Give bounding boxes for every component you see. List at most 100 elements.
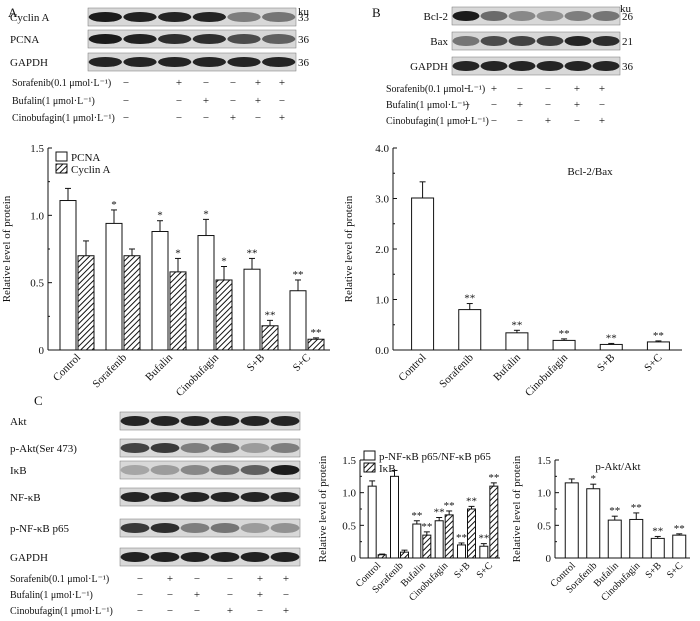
treatment-mark: − [194, 605, 200, 617]
bar [422, 534, 432, 559]
blot-band [210, 442, 240, 454]
treatment-mark: − [230, 77, 236, 89]
x-tick-label: Sorafenib [90, 351, 129, 390]
treatment-mark: − [279, 95, 285, 107]
western-blot-panel-c: Akt p-Akt(Ser 473) IκB NF-κB p-NF-κB p65 GAPD… [10, 411, 301, 617]
panel-letter-b: B [372, 5, 381, 20]
panel-letter-c: C [34, 393, 43, 408]
legend-label: p-NF-κB p65/NF-κB p65 [379, 451, 491, 463]
treatment-mark: + [203, 95, 209, 107]
molecular-weight-label: 21 [622, 36, 633, 48]
blot-band [120, 442, 150, 454]
bar [434, 520, 444, 559]
legend-swatch [363, 462, 376, 473]
bar [586, 488, 601, 559]
blot-band [262, 11, 296, 23]
bar [400, 551, 409, 559]
panel-letter-a: A [8, 5, 18, 20]
bar [243, 268, 261, 351]
blot-band [592, 10, 620, 22]
blot-label: Bcl-2 [424, 11, 448, 23]
bar [650, 537, 665, 559]
bar-chart-pcna-cyclin-a: 0 0.5 1.0 1.5 Relative level of protein Contr… [1, 143, 330, 399]
legend-swatch [363, 450, 376, 461]
legend-swatch [55, 151, 68, 162]
blot-band [536, 60, 564, 72]
bar [105, 222, 123, 351]
chart-title: Bcl-2/Bax [567, 166, 613, 178]
blot-band [240, 442, 270, 454]
blot-band [120, 491, 150, 503]
y-tick-label: 2.0 [375, 244, 389, 256]
significance-marker: ** [247, 247, 258, 259]
treatment-label: Sorafenib(0.1 μmol·L⁻¹) [10, 574, 109, 585]
significance-marker: ** [434, 506, 445, 518]
molecular-weight-label: 36 [298, 34, 310, 46]
blot-band [270, 415, 300, 427]
blot-band [180, 442, 210, 454]
treatment-mark: + [227, 605, 233, 617]
blot-band [270, 491, 300, 503]
treatment-mark: + [599, 115, 605, 127]
y-axis-label: Relative level of protein [317, 455, 329, 562]
blot-band [452, 35, 480, 47]
significance-marker: * [111, 199, 117, 211]
blot-band [536, 10, 564, 22]
treatment-mark: − [176, 112, 182, 124]
blot-band [150, 522, 180, 534]
x-tick-label: S+C [475, 560, 496, 581]
blot-band [240, 464, 270, 476]
blot-band [158, 11, 192, 23]
y-tick-label: 1.0 [342, 488, 356, 500]
treatment-mark: − [464, 115, 470, 127]
treatment-mark: − [545, 99, 551, 111]
y-tick-label: 0 [39, 345, 45, 357]
treatment-label: Cinobufagin(1 μmol·L⁻¹) [10, 606, 113, 617]
blot-band [592, 60, 620, 72]
treatment-mark: + [283, 573, 289, 585]
significance-marker: ** [464, 293, 475, 305]
blot-band [270, 551, 300, 563]
significance-marker: ** [609, 505, 620, 517]
x-tick-label: Bufalin [143, 351, 175, 383]
blot-band [508, 35, 536, 47]
treatment-mark: + [257, 573, 263, 585]
significance-marker: * [175, 247, 181, 259]
blot-band [180, 491, 210, 503]
western-blot-panel-a: Cyclin A 33 PCNA 36 GAPDH 36 Sorafenib(0.1 μmo… [10, 7, 310, 124]
blot-band [240, 415, 270, 427]
bar [215, 279, 233, 351]
treatment-label: Sorafenib(0.1 μmol·L⁻¹) [12, 78, 111, 89]
x-tick-label: Cinobufagin [174, 351, 222, 399]
treatment-mark: − [167, 589, 173, 601]
x-tick-label: S+B [643, 560, 664, 581]
blot-label: GAPDH [10, 552, 48, 564]
blot-band [270, 464, 300, 476]
bar-chart-pakt-akt: 0 0.5 1.0 1.5 Relative level of protein p-Akt… [511, 455, 690, 603]
significance-marker: ** [265, 309, 276, 321]
bar [289, 290, 307, 351]
legend-swatch [55, 163, 68, 174]
significance-marker: * [157, 210, 163, 222]
treatment-mark: − [230, 95, 236, 107]
treatment-mark: − [545, 83, 551, 95]
y-tick-label: 0 [351, 553, 357, 565]
x-tick-label: S+B [452, 560, 473, 581]
molecular-weight-label: 26 [622, 11, 634, 23]
significance-marker: ** [631, 502, 642, 514]
y-tick-label: 1.5 [30, 143, 44, 155]
treatment-mark: − [491, 99, 497, 111]
blot-band [150, 464, 180, 476]
legend-label: IκB [379, 463, 396, 475]
treatment-mark: + [283, 605, 289, 617]
y-axis-label: Relative level of protein [343, 195, 355, 302]
bar [457, 544, 466, 559]
blot-band [270, 522, 300, 534]
treatment-mark: − [194, 573, 200, 585]
blot-band [210, 464, 240, 476]
molecular-weight-label: 36 [298, 57, 310, 69]
y-tick-label: 1.0 [375, 295, 389, 307]
treatment-mark: − [203, 77, 209, 89]
blot-band [270, 442, 300, 454]
blot-band [536, 35, 564, 47]
